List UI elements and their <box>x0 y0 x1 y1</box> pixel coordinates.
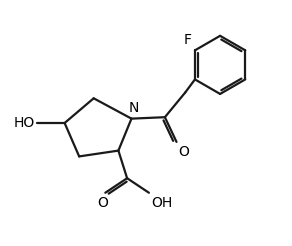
Text: O: O <box>98 196 108 210</box>
Text: F: F <box>183 33 192 47</box>
Text: O: O <box>178 145 189 159</box>
Text: HO: HO <box>13 116 35 130</box>
Text: N: N <box>128 101 139 115</box>
Text: OH: OH <box>151 196 173 210</box>
